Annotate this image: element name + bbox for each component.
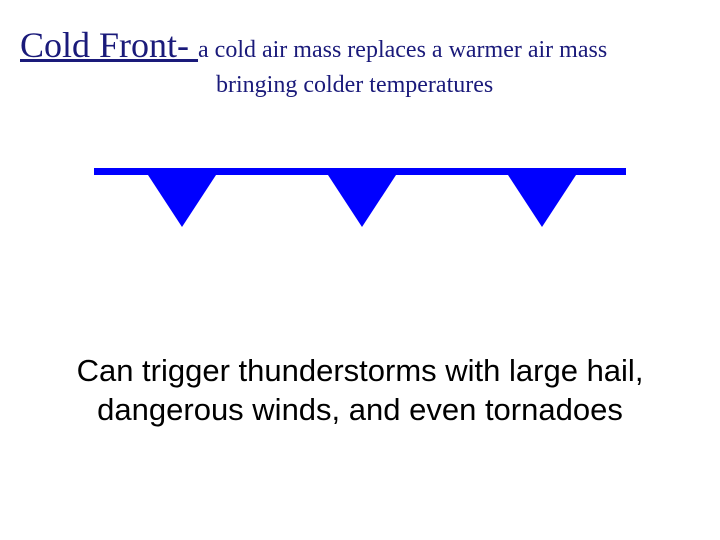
title-definition-line1: a cold air mass replaces a warmer air ma… xyxy=(198,37,607,63)
title-definition-line2: bringing colder temperatures xyxy=(216,71,700,100)
slide-container: Cold Front- a cold air mass replaces a w… xyxy=(0,0,720,540)
cold-front-triangle-icon xyxy=(148,175,216,227)
title-block: Cold Front- a cold air mass replaces a w… xyxy=(20,24,700,100)
cold-front-triangle-icon xyxy=(508,175,576,227)
effects-text: Can trigger thunderstorms with large hai… xyxy=(28,352,692,430)
cold-front-symbol xyxy=(94,168,626,238)
cold-front-triangle-icon xyxy=(328,175,396,227)
front-line xyxy=(94,168,626,175)
title-term: Cold Front- xyxy=(20,25,198,65)
